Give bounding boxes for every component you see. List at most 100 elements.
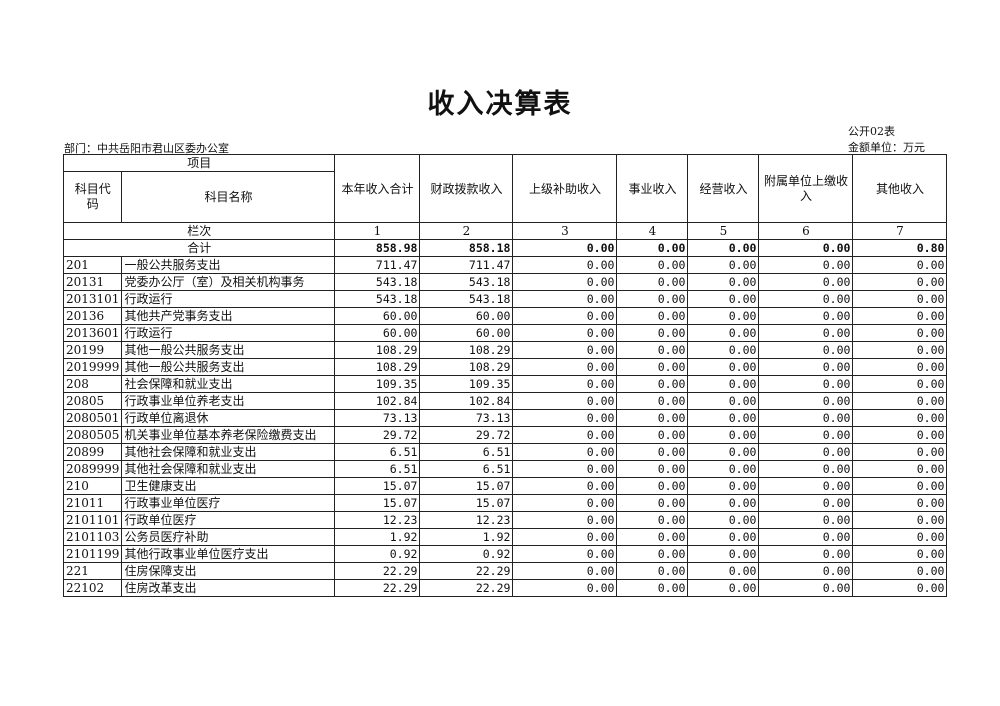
- amount-cell: 0.92: [419, 545, 514, 563]
- table-row: 2013601 行政运行 60.00 60.00 0.00 0.00 0.00 0.00 0.0…: [62, 324, 948, 342]
- amount-cell: 0.00: [687, 494, 760, 512]
- amount-cell: 0.00: [852, 511, 948, 529]
- amount-cell: 0.00: [687, 375, 760, 393]
- amount-cell: 0.00: [852, 579, 948, 597]
- subject-name: 其他一般公共服务支出: [121, 358, 336, 376]
- total-row: 合计 858.98 858.18 0.00 0.00 0.00 0.00 0.80: [62, 239, 948, 257]
- amount-cell: 0.00: [758, 545, 854, 563]
- column-index: 4: [616, 222, 689, 240]
- subject-code: 2013101: [62, 290, 123, 308]
- subject-name: 机关事业单位基本养老保险缴费支出: [121, 426, 336, 444]
- amount-cell: 0.00: [616, 290, 689, 308]
- amount-cell: 0.00: [758, 307, 854, 325]
- amount-cell: 73.13: [419, 409, 514, 427]
- amount-cell: 0.00: [852, 409, 948, 427]
- amount-cell: 0.00: [758, 290, 854, 308]
- amount-cell: 0.00: [687, 341, 760, 359]
- table-row: 20899 其他社会保障和就业支出 6.51 6.51 0.00 0.00 0.00 0.00…: [62, 443, 948, 461]
- subject-name: 社会保障和就业支出: [121, 375, 336, 393]
- subject-code: 208: [62, 375, 123, 393]
- amount-cell: 0.00: [758, 273, 854, 291]
- column-index: 5: [687, 222, 760, 240]
- subject-code: 2080501: [62, 409, 123, 427]
- subject-code: 20199: [62, 341, 123, 359]
- header-col-3: 上级补助收入: [512, 154, 618, 223]
- amount-cell: 0.00: [852, 460, 948, 478]
- amount-cell: 0.00: [512, 511, 618, 529]
- amount-cell: 0.00: [512, 341, 618, 359]
- page-title: 收入决算表: [427, 89, 573, 120]
- amount-cell: 0.00: [852, 273, 948, 291]
- column-index: 2: [419, 222, 514, 240]
- amount-cell: 0.00: [852, 494, 948, 512]
- amount-cell: 711.47: [334, 256, 421, 274]
- subject-code: 22102: [62, 579, 123, 597]
- amount-cell: 22.29: [334, 579, 421, 597]
- amount-cell: 0.00: [852, 545, 948, 563]
- amount-cell: 6.51: [419, 460, 514, 478]
- amount-cell: 0.00: [758, 324, 854, 342]
- amount-cell: 0.00: [512, 273, 618, 291]
- amount-cell: 0.00: [852, 358, 948, 376]
- amount-cell: 15.07: [419, 477, 514, 495]
- amount-cell: 0.00: [852, 528, 948, 546]
- amount-cell: 0.00: [512, 460, 618, 478]
- amount-cell: 0.00: [758, 511, 854, 529]
- table-row: 2101199 其他行政事业单位医疗支出 0.92 0.92 0.00 0.00 0.00 0…: [62, 545, 948, 563]
- amount-cell: 543.18: [334, 290, 421, 308]
- subject-code: 201: [62, 256, 123, 274]
- amount-cell: 0.00: [687, 358, 760, 376]
- amount-cell: 0.00: [512, 358, 618, 376]
- header-col-7: 其他收入: [852, 154, 948, 223]
- table-row: 2080505 机关事业单位基本养老保险缴费支出 29.72 29.72 0.00 0.0…: [62, 426, 948, 444]
- subject-name: 行政单位医疗: [121, 511, 336, 529]
- amount-cell: 0.00: [616, 579, 689, 597]
- amount-cell: 0.00: [758, 460, 854, 478]
- amount-cell: 102.84: [334, 392, 421, 410]
- subject-name: 党委办公厅（室）及相关机构事务: [121, 273, 336, 291]
- amount-cell: 29.72: [419, 426, 514, 444]
- subject-code: 221: [62, 562, 123, 580]
- amount-cell: 1.92: [419, 528, 514, 546]
- total-label: 合计: [62, 239, 336, 257]
- total-value: 0.80: [852, 239, 948, 257]
- amount-cell: 0.00: [687, 409, 760, 427]
- amount-cell: 15.07: [334, 494, 421, 512]
- column-index: 6: [758, 222, 854, 240]
- amount-cell: 0.00: [852, 375, 948, 393]
- amount-cell: 60.00: [334, 307, 421, 325]
- amount-cell: 0.00: [512, 409, 618, 427]
- subject-code: 20136: [62, 307, 123, 325]
- amount-cell: 15.07: [334, 477, 421, 495]
- total-value: 0.00: [616, 239, 689, 257]
- amount-cell: 0.00: [852, 562, 948, 580]
- amount-cell: 0.00: [616, 477, 689, 495]
- amount-cell: 0.00: [758, 579, 854, 597]
- amount-cell: 0.00: [616, 324, 689, 342]
- table-row: 21011 行政事业单位医疗 15.07 15.07 0.00 0.00 0.00 0.00 0…: [62, 494, 948, 512]
- amount-cell: 6.51: [334, 443, 421, 461]
- amount-cell: 0.00: [616, 273, 689, 291]
- amount-cell: 1.92: [334, 528, 421, 546]
- amount-cell: 0.00: [512, 494, 618, 512]
- subject-name: 卫生健康支出: [121, 477, 336, 495]
- amount-cell: 0.00: [852, 477, 948, 495]
- amount-cell: 60.00: [419, 324, 514, 342]
- amount-cell: 0.00: [616, 545, 689, 563]
- amount-cell: 0.00: [687, 511, 760, 529]
- row-index-label: 栏次: [62, 222, 336, 240]
- total-value: 0.00: [512, 239, 618, 257]
- amount-cell: 109.35: [419, 375, 514, 393]
- amount-cell: 0.00: [616, 511, 689, 529]
- subject-code: 2101101: [62, 511, 123, 529]
- amount-cell: 108.29: [334, 341, 421, 359]
- amount-cell: 0.00: [616, 562, 689, 580]
- subject-name: 公务员医疗补助: [121, 528, 336, 546]
- subject-name: 一般公共服务支出: [121, 256, 336, 274]
- subject-name: 住房改革支出: [121, 579, 336, 597]
- header-item: 项目: [62, 154, 336, 172]
- amount-cell: 0.00: [616, 256, 689, 274]
- amount-cell: 102.84: [419, 392, 514, 410]
